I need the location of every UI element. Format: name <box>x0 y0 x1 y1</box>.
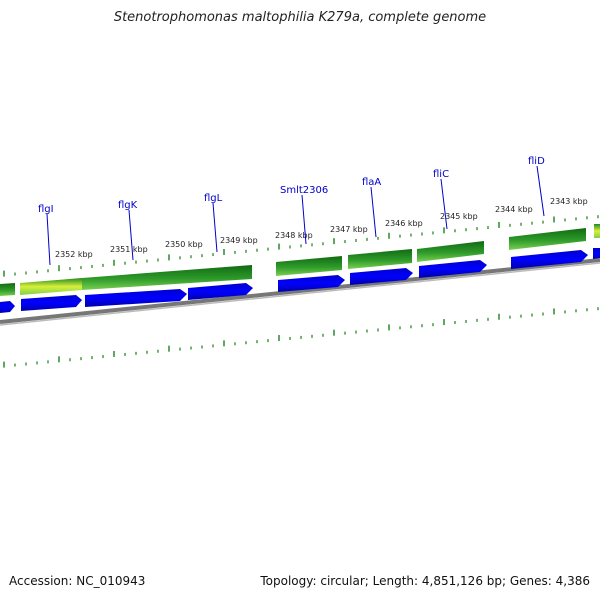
kbp-label: 2346 kbp <box>385 219 423 228</box>
reverse-cds[interactable] <box>593 248 600 259</box>
reverse-cds[interactable] <box>188 283 253 300</box>
genome-backbone <box>0 258 600 324</box>
reverse-cds[interactable] <box>350 268 413 285</box>
gene-label-flgK[interactable]: flgK <box>118 200 138 211</box>
forward-cds[interactable] <box>0 283 15 296</box>
kbp-label: 2345 kbp <box>440 212 478 221</box>
kbp-label: 2344 kbp <box>495 205 533 214</box>
forward-cds[interactable] <box>20 278 82 295</box>
gene-label-line <box>212 202 218 253</box>
map-title: Stenotrophomonas maltophilia K279a, comp… <box>113 10 487 25</box>
kbp-label: 2349 kbp <box>220 236 258 245</box>
reverse-cds[interactable] <box>85 289 187 307</box>
reverse-cds[interactable] <box>21 295 82 311</box>
forward-cds[interactable] <box>82 265 252 290</box>
kbp-label: 2351 kbp <box>110 245 148 254</box>
kbp-scale-labels: 2352 kbp 2351 kbp 2350 kbp 2349 kbp 2348… <box>55 197 588 259</box>
forward-cds[interactable] <box>276 256 342 276</box>
forward-strand-features <box>0 224 600 296</box>
gene-label-line <box>536 165 545 217</box>
genome-summary-text: Topology: circular; Length: 4,851,126 bp… <box>260 574 590 588</box>
gene-label-flgI[interactable]: flgI <box>38 204 54 215</box>
forward-cds[interactable] <box>348 249 412 269</box>
gene-label-line <box>128 209 134 261</box>
genome-backbone-shadow <box>0 262 600 326</box>
kbp-label: 2343 kbp <box>550 197 588 206</box>
reverse-strand-features <box>0 248 600 313</box>
gene-label-line <box>301 194 307 245</box>
scale-ticks-upper <box>3 215 599 277</box>
forward-cds[interactable] <box>509 228 586 250</box>
forward-cds[interactable] <box>594 224 600 238</box>
kbp-label: 2347 kbp <box>330 225 368 234</box>
gene-label-smlt2306[interactable]: Smlt2306 <box>280 185 328 196</box>
gene-label-fliC[interactable]: fliC <box>433 169 449 180</box>
reverse-cds[interactable] <box>278 275 345 292</box>
reverse-cds[interactable] <box>511 250 588 269</box>
kbp-label: 2352 kbp <box>55 250 93 259</box>
forward-cds[interactable] <box>417 241 484 262</box>
kbp-label: 2350 kbp <box>165 240 203 249</box>
scale-ticks-lower <box>3 307 599 368</box>
gene-label-flaA[interactable]: flaA <box>362 177 381 188</box>
gene-labels: flgI flgK flgL Smlt2306 flaA fliC fliD <box>38 156 545 266</box>
reverse-cds[interactable] <box>0 301 15 313</box>
gene-label-line <box>440 178 448 230</box>
accession-text: Accession: NC_010943 <box>9 574 146 588</box>
reverse-cds[interactable] <box>419 260 487 278</box>
gene-label-line <box>46 213 51 266</box>
gene-label-flgL[interactable]: flgL <box>204 193 223 204</box>
gene-label-fliD[interactable]: fliD <box>528 156 545 167</box>
gene-label-line <box>370 186 377 238</box>
kbp-label: 2348 kbp <box>275 231 313 240</box>
